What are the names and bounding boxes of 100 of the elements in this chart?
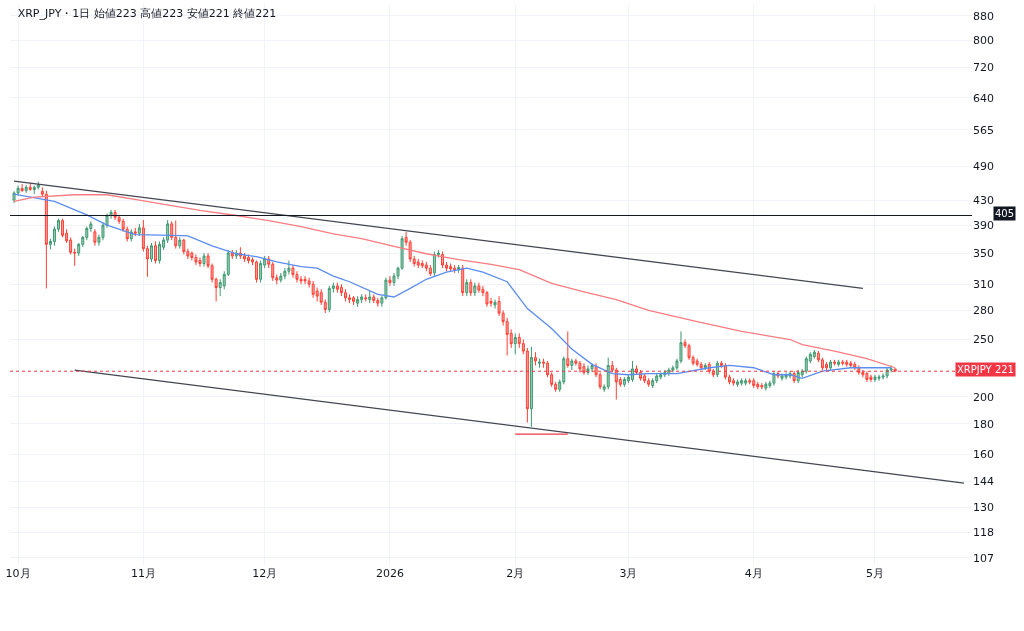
y-tick-label: 430 (973, 193, 994, 207)
candlestick (869, 374, 873, 383)
y-tick-label: 118 (973, 526, 994, 540)
y-tick-label: 200 (973, 390, 994, 404)
candlestick (622, 376, 626, 388)
candlestick (303, 275, 307, 285)
candlestick (299, 275, 303, 285)
candlestick (517, 332, 521, 349)
candlestick (768, 380, 772, 389)
candlestick (481, 285, 485, 297)
candlestick (222, 270, 226, 290)
candlestick (380, 295, 384, 308)
candlestick (647, 377, 651, 388)
candlestick (683, 339, 687, 349)
candlestick (675, 358, 679, 371)
candlestick (521, 339, 525, 355)
candlestick (360, 293, 364, 304)
chart-title: XRP_JPY・1日 始値223 高値223 安値221 終値221 (17, 7, 277, 21)
candlestick (384, 277, 388, 301)
candlestick (230, 249, 234, 260)
candlestick (497, 295, 501, 317)
candlestick (202, 252, 206, 268)
candlestick (566, 330, 570, 369)
candlestick (400, 235, 404, 271)
candlestick (428, 264, 432, 277)
candlestick (687, 343, 691, 361)
candlestick (420, 259, 424, 269)
candlestick (554, 381, 558, 393)
candlestick (618, 376, 622, 388)
candlestick (469, 278, 473, 297)
y-tick-label: 130 (973, 501, 994, 515)
y-tick-label: 107 (973, 551, 994, 565)
candlestick (748, 377, 752, 385)
candlestick (570, 358, 574, 371)
candlestick (614, 367, 618, 400)
y-tick-label: 640 (973, 91, 994, 105)
candlestick (32, 185, 36, 195)
candlestick (845, 359, 849, 368)
y-tick-label: 490 (973, 160, 994, 174)
candlestick (732, 377, 736, 387)
candlestick (69, 236, 73, 255)
candlestick (760, 382, 764, 390)
candlestick (174, 220, 178, 250)
candlestick (893, 368, 897, 372)
candlestick (89, 220, 93, 233)
candlestick (210, 263, 214, 284)
y-tick-label: 250 (973, 333, 994, 347)
candlestick (368, 290, 372, 304)
candlestick (655, 373, 659, 384)
y-tick-label: 160 (973, 448, 994, 462)
candlestick (610, 360, 614, 373)
candlestick (825, 361, 828, 371)
candlestick (501, 309, 505, 327)
candlestick (372, 293, 376, 304)
candlestick (626, 374, 630, 384)
candlestick (873, 374, 877, 383)
candlestick (198, 256, 202, 268)
candlestick (57, 218, 60, 233)
candlestick (695, 358, 699, 368)
candlestick (133, 227, 137, 237)
candlestick (865, 370, 869, 383)
candlestick (736, 378, 740, 388)
candlestick (659, 371, 663, 380)
candlestick (764, 381, 768, 392)
candlestick (485, 290, 489, 308)
y-tick-label: 565 (973, 123, 994, 137)
candlestick (473, 282, 477, 297)
candlestick (40, 186, 44, 198)
candlestick (206, 252, 210, 269)
candlestick (271, 261, 275, 282)
candlestick (643, 373, 647, 384)
candlestick (509, 328, 513, 349)
candlestick (445, 261, 449, 272)
candlestick (465, 278, 469, 297)
candlestick (24, 184, 28, 194)
y-tick-label: 180 (973, 417, 994, 431)
candlestick (186, 248, 190, 260)
candlestick (194, 253, 198, 266)
candlestick (28, 182, 32, 192)
candlestick (170, 220, 174, 241)
candlestick (315, 287, 319, 302)
candlestick (339, 283, 343, 297)
candlestick (780, 373, 784, 382)
candlestick (392, 272, 396, 287)
candlestick (740, 377, 744, 387)
y-tick-label: 720 (973, 61, 994, 75)
candlestick (48, 238, 52, 250)
candlestick (841, 359, 845, 366)
candlestick (162, 236, 166, 251)
candlestick (602, 383, 606, 393)
candlestick (226, 249, 230, 277)
candlestick (505, 317, 509, 356)
candlestick (246, 253, 250, 265)
candlestick (412, 255, 416, 268)
candlestick (756, 381, 760, 390)
y-tick-label: 880 (973, 9, 994, 23)
y-tick-label: 390 (973, 219, 994, 233)
candlestick (291, 264, 295, 279)
candlestick (542, 358, 546, 369)
candlestick (93, 228, 97, 247)
